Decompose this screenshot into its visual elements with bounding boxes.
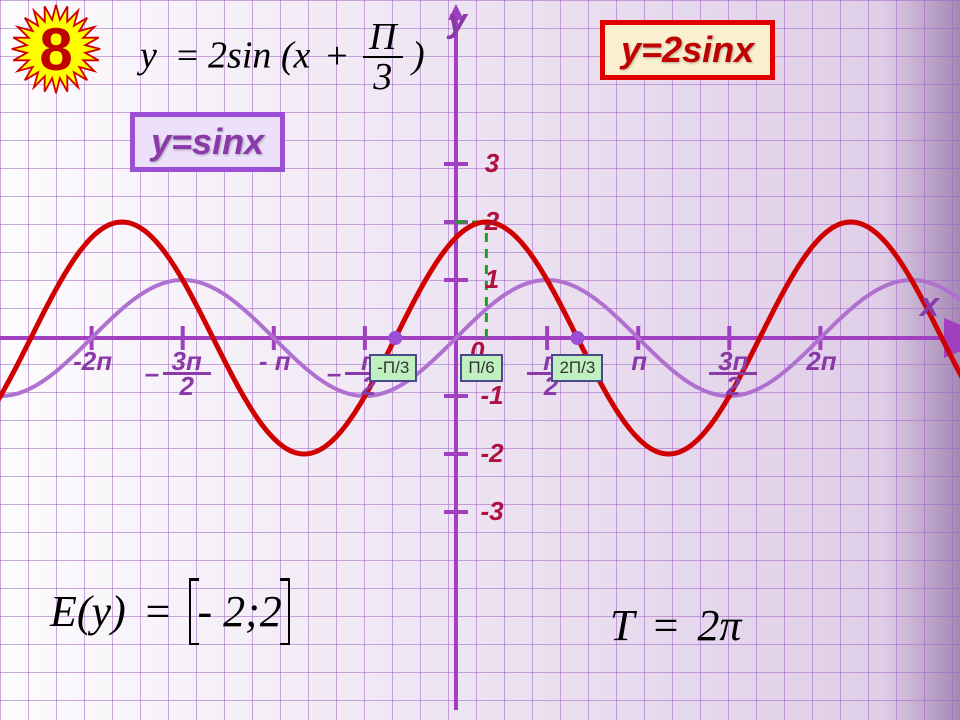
marker-box: 2П/3 xyxy=(551,354,603,382)
x-tick: –3п2 xyxy=(163,350,211,397)
x-tick: п xyxy=(614,350,664,372)
x-axis-label: x xyxy=(920,286,939,325)
range-formula: E(y) = - 2;2 xyxy=(50,580,290,643)
main-formula: y =2sin (x + П 3 ) xyxy=(140,20,425,98)
y-tick--2: -2 xyxy=(472,438,512,469)
x-tick: -2п xyxy=(68,350,118,372)
label-y2sinx: y=2sinx xyxy=(600,20,775,80)
x-tick: - п xyxy=(250,350,300,372)
x-tick: 3п2 xyxy=(709,350,757,397)
y-tick--3: -3 xyxy=(472,496,512,527)
problem-number: 8 xyxy=(39,15,72,84)
x-tick: 2п xyxy=(796,350,846,372)
problem-number-burst: 8 xyxy=(10,3,102,95)
y-tick-1: 1 xyxy=(472,264,512,295)
label-ysinx: y=sinx xyxy=(130,112,285,172)
y-tick-3: 3 xyxy=(472,148,512,179)
y-tick-2: 2 xyxy=(472,206,512,237)
period-formula: T = 2π xyxy=(610,600,741,651)
marker-box: П/6 xyxy=(460,354,502,382)
y-tick--1: -1 xyxy=(472,380,512,411)
marker-box: -П/3 xyxy=(369,354,417,382)
y-axis-label: y xyxy=(448,2,467,41)
